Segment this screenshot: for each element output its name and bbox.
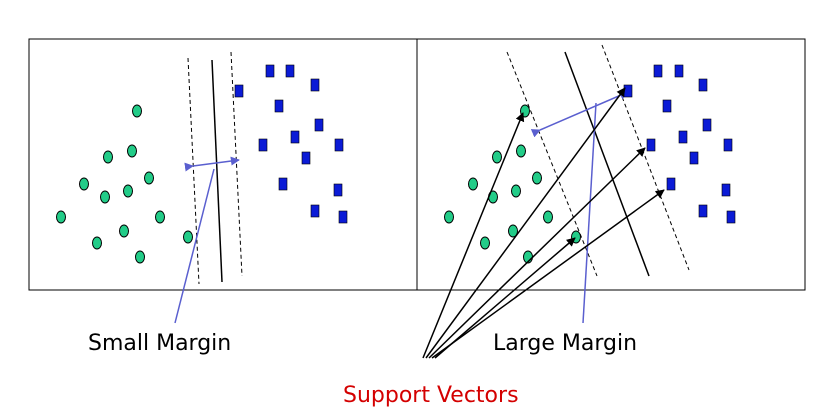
support-vector-arrow xyxy=(431,189,665,359)
negative-point xyxy=(726,210,736,224)
negative-point xyxy=(290,130,300,144)
positive-point xyxy=(532,171,542,185)
negative-point xyxy=(662,99,672,113)
positive-point xyxy=(183,230,193,244)
negative-point xyxy=(698,204,708,218)
positive-point xyxy=(511,184,521,198)
support-vector-arrow xyxy=(422,112,525,359)
positive-point xyxy=(135,250,145,264)
positive-point xyxy=(100,190,110,204)
negative-point xyxy=(653,64,663,78)
support-vector-arrow xyxy=(434,237,576,359)
right-negative-points xyxy=(623,64,736,224)
positive-point xyxy=(508,224,518,238)
left-negative-points xyxy=(234,64,348,224)
left-margin-arrow xyxy=(184,156,240,172)
support-vectors-label: Support Vectors xyxy=(343,383,519,408)
negative-point xyxy=(274,99,284,113)
negative-point xyxy=(666,177,676,191)
negative-point xyxy=(285,64,295,78)
negative-point xyxy=(314,118,324,132)
positive-point xyxy=(119,224,129,238)
negative-point xyxy=(334,138,344,152)
negative-point xyxy=(258,138,268,152)
negative-point xyxy=(234,84,244,98)
positive-point xyxy=(571,230,581,244)
positive-point xyxy=(56,210,66,224)
positive-point xyxy=(127,144,137,158)
positive-point xyxy=(103,150,113,164)
left-positive-points xyxy=(56,104,193,264)
right-margin-left xyxy=(506,51,598,277)
small-margin-label: Small Margin xyxy=(88,331,231,356)
positive-point xyxy=(468,177,478,191)
positive-point xyxy=(516,144,526,158)
right-margin-arrow xyxy=(530,91,629,138)
positive-point xyxy=(444,210,454,224)
positive-point xyxy=(492,150,502,164)
support-vector-arrow xyxy=(425,87,626,359)
right-separator xyxy=(564,51,650,277)
negative-point xyxy=(721,183,731,197)
positive-point xyxy=(132,104,142,118)
positive-point xyxy=(543,210,553,224)
positive-point xyxy=(92,236,102,250)
negative-point xyxy=(698,78,708,92)
negative-point xyxy=(702,118,712,132)
negative-point xyxy=(301,151,311,165)
support-vector-arrows xyxy=(422,87,665,359)
negative-point xyxy=(678,130,688,144)
positive-point xyxy=(79,177,89,191)
negative-point xyxy=(278,177,288,191)
right-margin-right xyxy=(601,44,690,271)
left-label-pointer xyxy=(174,168,215,324)
right-panel xyxy=(416,38,806,291)
positive-point xyxy=(123,184,133,198)
support-vector-arrow xyxy=(428,147,646,359)
right-positive-points xyxy=(444,104,581,264)
negative-point xyxy=(723,138,733,152)
left-panel xyxy=(28,38,418,291)
right-label-pointer xyxy=(582,102,597,324)
negative-point xyxy=(310,204,320,218)
negative-point xyxy=(310,78,320,92)
negative-point xyxy=(338,210,348,224)
positive-point xyxy=(144,171,154,185)
negative-point xyxy=(265,64,275,78)
negative-point xyxy=(333,183,343,197)
positive-point xyxy=(480,236,490,250)
large-margin-label: Large Margin xyxy=(493,331,637,356)
positive-point xyxy=(155,210,165,224)
negative-point xyxy=(689,151,699,165)
negative-point xyxy=(623,84,633,98)
negative-point xyxy=(646,138,656,152)
negative-point xyxy=(674,64,684,78)
